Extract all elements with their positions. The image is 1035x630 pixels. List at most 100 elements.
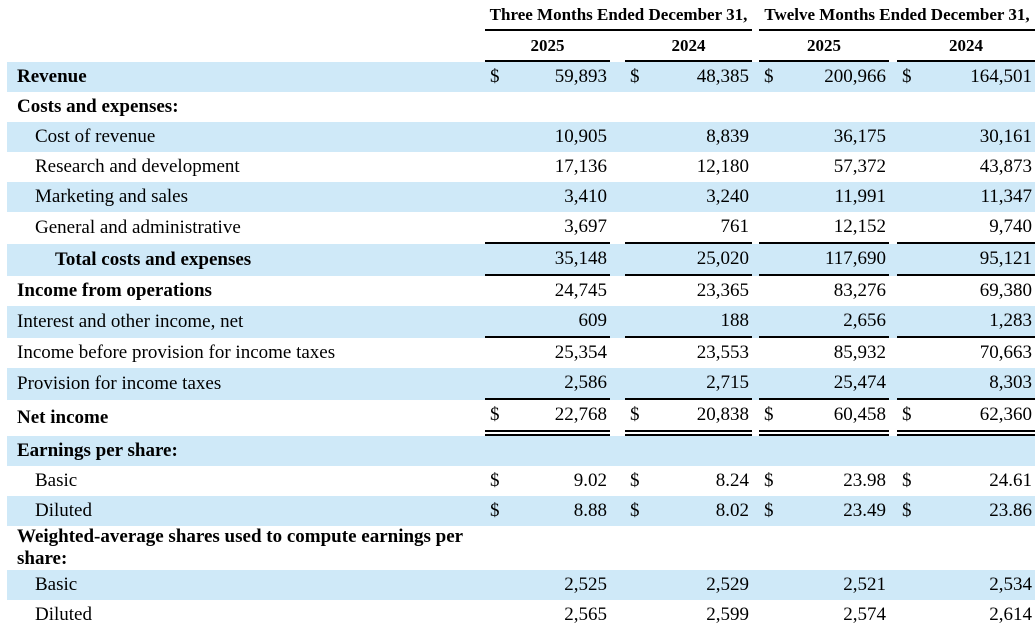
value-cell-3m-2025: 24,745 bbox=[485, 276, 610, 306]
value-cell-12m-2024: $24.61 bbox=[897, 466, 1035, 496]
currency-symbol: $ bbox=[764, 500, 774, 522]
row-label: Revenue bbox=[7, 62, 485, 92]
value-cell-3m-2024: 188 bbox=[625, 306, 752, 338]
table-row: Earnings per share: bbox=[7, 436, 1035, 466]
value-cell-12m-2024: $164,501 bbox=[897, 62, 1035, 92]
table-row: Basic 2,525 2,529 2,521 2,534 bbox=[7, 569, 1035, 600]
cell-value: 23.49 bbox=[843, 500, 886, 522]
value-cell-3m-2024: $8.02 bbox=[625, 496, 752, 526]
value-cell-12m-2024: 11,347 bbox=[897, 182, 1035, 212]
column-gap bbox=[752, 62, 759, 92]
value-cell-3m-2024: 2,715 bbox=[625, 368, 752, 400]
value-cell-12m-2025: $60,458 bbox=[759, 400, 889, 436]
row-label: Weighted-average shares used to compute … bbox=[17, 526, 463, 569]
table-row: Income before provision for income taxes… bbox=[7, 338, 1035, 368]
column-gap bbox=[610, 436, 625, 466]
cell-value: 85,932 bbox=[833, 342, 886, 364]
cell-value: 12,152 bbox=[833, 216, 886, 238]
cell-value: 95,121 bbox=[979, 248, 1032, 270]
cell-value: 2,521 bbox=[843, 573, 886, 595]
cell-value: 164,501 bbox=[970, 66, 1032, 88]
table-row: Interest and other income, net 609 188 2… bbox=[7, 306, 1035, 338]
cell-value: 22,768 bbox=[554, 404, 607, 426]
column-gap bbox=[752, 436, 759, 466]
row-label: Earnings per share: bbox=[7, 436, 485, 466]
value-cell-3m-2025: 2,586 bbox=[485, 368, 610, 400]
column-gap bbox=[889, 306, 897, 338]
value-cell-12m-2024 bbox=[897, 92, 1035, 122]
cell-value: 10,905 bbox=[554, 126, 607, 148]
cell-value: 25,020 bbox=[696, 248, 749, 270]
value-cell-12m-2024: 43,873 bbox=[897, 152, 1035, 182]
value-cell-3m-2024: 23,553 bbox=[625, 338, 752, 368]
currency-symbol: $ bbox=[490, 404, 500, 426]
value-cell-12m-2024: 9,740 bbox=[897, 212, 1035, 244]
column-gap bbox=[752, 368, 759, 400]
column-gap bbox=[889, 436, 897, 466]
currency-symbol: $ bbox=[630, 66, 640, 88]
value-cell-12m-2025: 83,276 bbox=[759, 276, 889, 306]
year-header-row: 2025 2024 2025 2024 bbox=[7, 31, 1035, 62]
group-gap bbox=[752, 0, 759, 31]
currency-symbol: $ bbox=[764, 404, 774, 426]
column-gap bbox=[889, 62, 897, 92]
cell-value: 3,697 bbox=[564, 216, 607, 238]
value-cell-3m-2024: $8.24 bbox=[625, 466, 752, 496]
table-row: Net income $22,768 $20,838 $60,458 $62,3… bbox=[7, 400, 1035, 436]
cell-value: 23.86 bbox=[989, 500, 1032, 522]
year-header-3m-2024: 2024 bbox=[625, 31, 752, 62]
value-cell-12m-2025: 25,474 bbox=[759, 368, 889, 400]
currency-symbol: $ bbox=[490, 66, 500, 88]
cell-value: 200,966 bbox=[824, 66, 886, 88]
column-gap bbox=[752, 244, 759, 276]
cell-value: 60,458 bbox=[833, 404, 886, 426]
cell-value: 11,347 bbox=[980, 186, 1032, 208]
period-group-header-three-months: Three Months Ended December 31, bbox=[485, 0, 752, 31]
value-cell-12m-2024: 2,534 bbox=[897, 569, 1035, 600]
value-cell-3m-2024: 12,180 bbox=[625, 152, 752, 182]
column-gap bbox=[610, 569, 625, 600]
value-cell-12m-2024: 8,303 bbox=[897, 368, 1035, 400]
currency-symbol: $ bbox=[902, 470, 912, 492]
table-row: Costs and expenses: bbox=[7, 92, 1035, 122]
value-cell-12m-2025: 12,152 bbox=[759, 212, 889, 244]
table-row: Revenue $59,893 $48,385 $200,966 $164,50… bbox=[7, 62, 1035, 92]
cell-value: 23,553 bbox=[696, 342, 749, 364]
cell-value: 11,991 bbox=[834, 186, 886, 208]
cell-value: 2,656 bbox=[843, 310, 886, 332]
column-gap bbox=[610, 92, 625, 122]
row-label: Cost of revenue bbox=[7, 122, 485, 152]
column-gap bbox=[889, 244, 897, 276]
cell-value: 12,180 bbox=[696, 156, 749, 178]
cell-value: 8.02 bbox=[715, 500, 749, 522]
value-cell-3m-2025: $59,893 bbox=[485, 62, 610, 92]
column-gap bbox=[752, 338, 759, 368]
row-label: Interest and other income, net bbox=[7, 306, 485, 338]
income-statement-table: Three Months Ended December 31, Twelve M… bbox=[7, 0, 1035, 630]
column-gap bbox=[610, 526, 625, 570]
value-cell-12m-2025: $23.98 bbox=[759, 466, 889, 496]
value-cell-3m-2024: $20,838 bbox=[625, 400, 752, 436]
currency-symbol: $ bbox=[490, 470, 500, 492]
value-cell-3m-2024 bbox=[625, 92, 752, 122]
value-cell-3m-2025: 17,136 bbox=[485, 152, 610, 182]
currency-symbol: $ bbox=[902, 404, 912, 426]
table-row: Marketing and sales 3,410 3,240 11,991 1… bbox=[7, 182, 1035, 212]
column-gap bbox=[610, 62, 625, 92]
table-body: Revenue $59,893 $48,385 $200,966 $164,50… bbox=[7, 62, 1035, 630]
value-cell-3m-2024: 761 bbox=[625, 212, 752, 244]
column-gap bbox=[752, 400, 759, 436]
cell-value: 609 bbox=[578, 310, 608, 332]
row-label: Marketing and sales bbox=[7, 182, 485, 212]
year-header-3m-2025: 2025 bbox=[485, 31, 610, 62]
column-gap bbox=[752, 466, 759, 496]
cell-value: 24.61 bbox=[989, 470, 1032, 492]
row-label: Basic bbox=[35, 470, 78, 492]
column-gap bbox=[889, 338, 897, 368]
cell-value: 8.24 bbox=[715, 470, 749, 492]
value-cell-12m-2025: $23.49 bbox=[759, 496, 889, 526]
cell-value: 2,534 bbox=[989, 573, 1032, 595]
column-gap bbox=[889, 152, 897, 182]
column-gap bbox=[752, 212, 759, 244]
value-cell-3m-2025: 2,525 bbox=[485, 569, 610, 600]
